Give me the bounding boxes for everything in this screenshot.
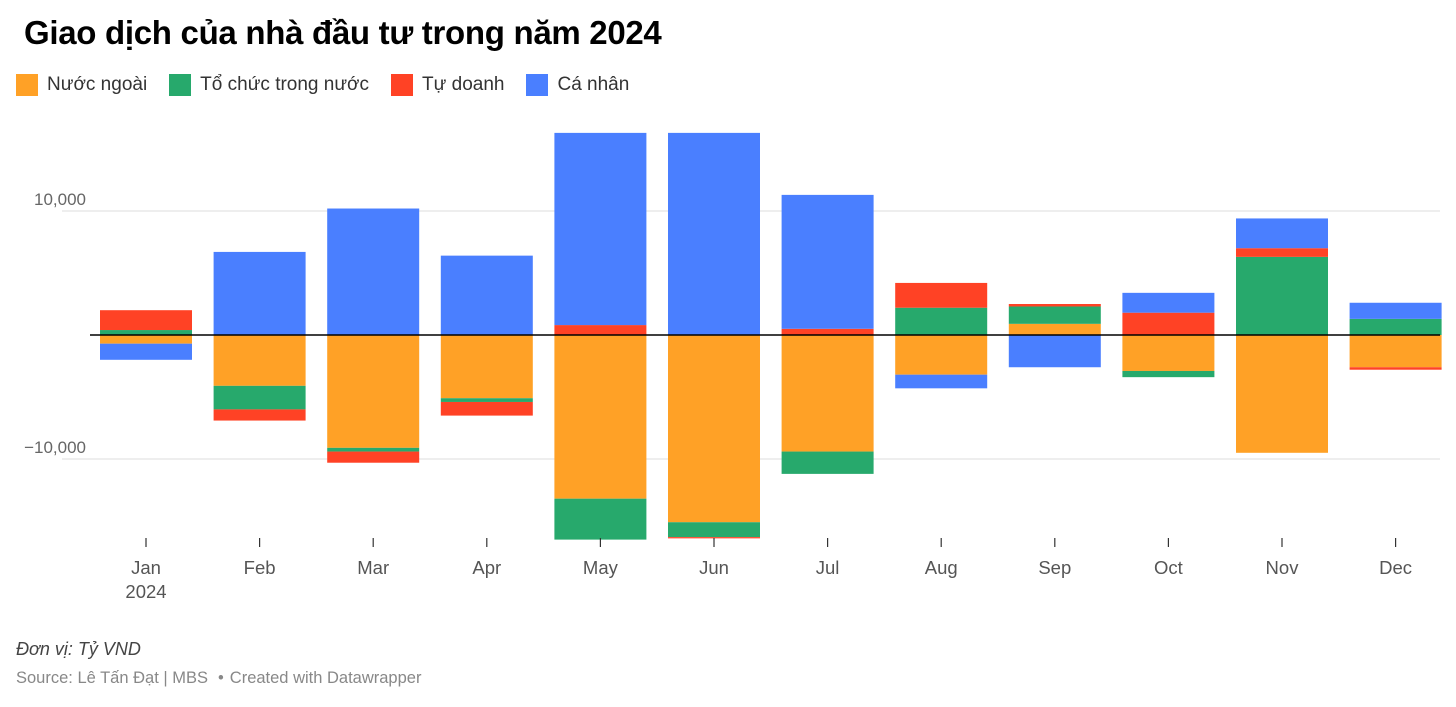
- legend-swatch: [526, 74, 549, 96]
- bar-segment-to-chuc-trong-nuoc-aug: [895, 307, 988, 335]
- legend-label: Cá nhân: [557, 74, 630, 95]
- bar-segment-tu-doanh-nov: [1236, 248, 1328, 257]
- y-tick-label: −10,000: [24, 438, 86, 457]
- x-tick-label-feb: Feb: [244, 557, 276, 578]
- legend-label: Tự doanh: [422, 74, 505, 95]
- legend: Nước ngoài Tổ chức trong nước Tự doanh Cá n…: [16, 74, 651, 96]
- x-tick-sublabel: 2024: [125, 581, 166, 602]
- source-credit: Created with Datawrapper: [229, 669, 422, 687]
- bar-segment-to-chuc-trong-nuoc-oct: [1122, 370, 1215, 378]
- bar-segment-to-chuc-trong-nuoc-may: [554, 498, 647, 540]
- bar-segment-ca-nhan-mar: [327, 208, 420, 335]
- x-tick-label-mar: Mar: [357, 557, 389, 578]
- legend-swatch: [169, 74, 192, 96]
- legend-label: Tổ chức trong nước: [200, 74, 370, 95]
- bar-segment-nuoc-ngoai-sep: [1008, 323, 1101, 335]
- bar-segment-to-chuc-trong-nuoc-jun: [668, 522, 760, 538]
- bar-segment-nuoc-ngoai-mar: [327, 335, 420, 448]
- legend-item-to-chuc-trong-nuoc: Tổ chức trong nước: [169, 74, 369, 96]
- bar-segment-nuoc-ngoai-jun: [668, 335, 760, 523]
- bar-segment-tu-doanh-mar: [327, 451, 420, 463]
- bar-segment-tu-doanh-apr: [440, 401, 533, 416]
- chart-title: Giao dịch của nhà đầu tư trong năm 2024: [24, 14, 662, 51]
- bar-segment-tu-doanh-may: [554, 325, 647, 335]
- bar-segment-tu-doanh-jan: [100, 310, 192, 331]
- bar-segment-to-chuc-trong-nuoc-jan: [100, 330, 192, 335]
- bar-segment-ca-nhan-oct: [1122, 292, 1215, 313]
- bar-segment-tu-doanh-feb: [213, 409, 306, 421]
- bar-segment-ca-nhan-feb: [213, 251, 306, 335]
- source-line: Source: Lê Tấn Đạt | MBS • Created with Da…: [16, 669, 421, 688]
- x-tick-label-jul: Jul: [816, 557, 840, 578]
- bar-segment-to-chuc-trong-nuoc-mar: [327, 447, 420, 452]
- bar-segment-nuoc-ngoai-feb: [213, 335, 306, 386]
- x-tick-label-may: May: [583, 557, 619, 578]
- legend-label: Nước ngoài: [47, 74, 148, 95]
- bar-segment-to-chuc-trong-nuoc-sep: [1008, 306, 1101, 324]
- y-tick-label: 10,000: [34, 190, 86, 209]
- bar-segment-to-chuc-trong-nuoc-nov: [1236, 256, 1328, 335]
- bar-segment-to-chuc-trong-nuoc-apr: [440, 398, 533, 402]
- bar-segment-ca-nhan-jul: [781, 194, 874, 329]
- source-separator: •: [218, 669, 224, 687]
- source-text: Source: Lê Tấn Đạt | MBS: [16, 669, 208, 687]
- bar-segment-to-chuc-trong-nuoc-dec: [1349, 318, 1442, 335]
- x-tick-label-oct: Oct: [1154, 557, 1183, 578]
- bar-segment-ca-nhan-jun: [668, 132, 760, 335]
- bar-segment-ca-nhan-sep: [1008, 335, 1101, 368]
- bar-segment-nuoc-ngoai-may: [554, 335, 647, 499]
- bar-segment-nuoc-ngoai-apr: [440, 335, 533, 399]
- bar-segment-tu-doanh-sep: [1008, 304, 1101, 307]
- bar-segment-tu-doanh-aug: [895, 282, 988, 308]
- bar-segment-ca-nhan-may: [554, 132, 647, 326]
- bar-segment-nuoc-ngoai-nov: [1236, 335, 1328, 453]
- x-tick-label-nov: Nov: [1266, 557, 1300, 578]
- legend-swatch: [16, 74, 38, 96]
- bar-segment-ca-nhan-nov: [1236, 218, 1328, 249]
- x-tick-label-dec: Dec: [1379, 557, 1412, 578]
- legend-item-tu-doanh: Tự doanh: [391, 74, 504, 96]
- x-tick-label-jun: Jun: [699, 557, 729, 578]
- bar-segment-nuoc-ngoai-jul: [781, 335, 874, 452]
- bar-segment-nuoc-ngoai-oct: [1122, 335, 1215, 371]
- bar-segment-nuoc-ngoai-jan: [100, 335, 192, 344]
- bar-segment-nuoc-ngoai-dec: [1349, 335, 1442, 368]
- legend-swatch: [391, 74, 414, 96]
- x-tick-label-jan: Jan: [131, 557, 161, 578]
- bar-segment-ca-nhan-apr: [440, 255, 533, 335]
- bar-segment-ca-nhan-aug: [895, 374, 988, 389]
- x-tick-label-sep: Sep: [1038, 557, 1071, 578]
- bar-segment-tu-doanh-oct: [1122, 312, 1215, 335]
- legend-item-ca-nhan: Cá nhân: [526, 74, 629, 96]
- bar-segment-to-chuc-trong-nuoc-feb: [213, 385, 306, 410]
- bar-segment-ca-nhan-dec: [1349, 302, 1442, 319]
- bar-segment-tu-doanh-jun: [668, 537, 760, 539]
- bar-segment-nuoc-ngoai-aug: [895, 335, 988, 375]
- bar-segment-ca-nhan-jan: [100, 343, 192, 360]
- unit-note: Đơn vị: Tỷ VND: [16, 639, 141, 659]
- bar-segment-tu-doanh-jul: [781, 328, 874, 335]
- x-tick-label-apr: Apr: [472, 557, 501, 578]
- bar-segment-tu-doanh-dec: [1349, 367, 1442, 370]
- bar-segment-to-chuc-trong-nuoc-jul: [781, 451, 874, 474]
- x-tick-label-aug: Aug: [925, 557, 958, 578]
- legend-item-nuoc-ngoai: Nước ngoài: [16, 74, 147, 96]
